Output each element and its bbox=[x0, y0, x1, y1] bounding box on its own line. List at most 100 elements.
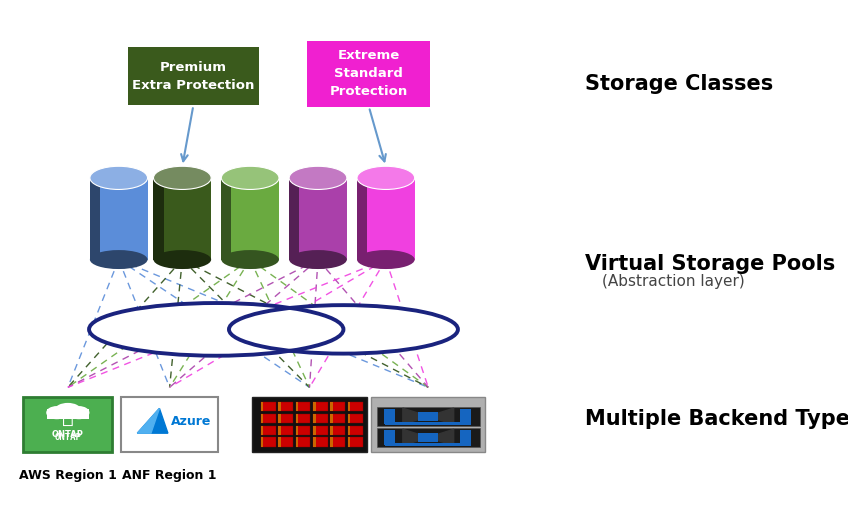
FancyBboxPatch shape bbox=[295, 402, 298, 411]
FancyBboxPatch shape bbox=[261, 426, 276, 435]
FancyBboxPatch shape bbox=[47, 409, 89, 419]
FancyBboxPatch shape bbox=[24, 396, 112, 452]
Polygon shape bbox=[403, 429, 428, 445]
FancyBboxPatch shape bbox=[261, 414, 276, 423]
Text: (Abstraction layer): (Abstraction layer) bbox=[602, 275, 745, 289]
FancyBboxPatch shape bbox=[295, 426, 310, 435]
Ellipse shape bbox=[90, 250, 148, 269]
FancyBboxPatch shape bbox=[384, 430, 395, 445]
FancyBboxPatch shape bbox=[261, 437, 264, 446]
Polygon shape bbox=[137, 408, 159, 433]
Ellipse shape bbox=[289, 167, 347, 190]
Text: Storage Classes: Storage Classes bbox=[585, 74, 773, 94]
FancyBboxPatch shape bbox=[90, 178, 100, 260]
FancyBboxPatch shape bbox=[313, 437, 328, 446]
FancyBboxPatch shape bbox=[261, 402, 264, 411]
FancyBboxPatch shape bbox=[278, 414, 293, 423]
Ellipse shape bbox=[229, 305, 458, 354]
Text: Multiple Backend Types: Multiple Backend Types bbox=[585, 409, 848, 429]
FancyBboxPatch shape bbox=[295, 414, 298, 423]
Text: Extreme
Standard
Protection: Extreme Standard Protection bbox=[330, 50, 408, 98]
FancyBboxPatch shape bbox=[313, 402, 315, 411]
FancyBboxPatch shape bbox=[330, 402, 333, 411]
FancyBboxPatch shape bbox=[313, 414, 328, 423]
FancyBboxPatch shape bbox=[330, 437, 345, 446]
Ellipse shape bbox=[153, 250, 211, 269]
Text: Azure: Azure bbox=[170, 415, 211, 428]
FancyBboxPatch shape bbox=[261, 426, 264, 435]
Text: Virtual Storage Pools: Virtual Storage Pools bbox=[585, 253, 835, 274]
Text: ONTAP: ONTAP bbox=[52, 430, 84, 440]
FancyBboxPatch shape bbox=[377, 428, 480, 446]
FancyBboxPatch shape bbox=[348, 437, 363, 446]
FancyBboxPatch shape bbox=[278, 402, 281, 411]
FancyBboxPatch shape bbox=[153, 178, 164, 260]
FancyBboxPatch shape bbox=[313, 426, 328, 435]
Ellipse shape bbox=[221, 250, 279, 269]
Ellipse shape bbox=[357, 250, 415, 269]
Text: ANF Region 1: ANF Region 1 bbox=[122, 469, 217, 482]
FancyBboxPatch shape bbox=[278, 402, 293, 411]
FancyBboxPatch shape bbox=[253, 396, 366, 452]
FancyBboxPatch shape bbox=[121, 396, 219, 452]
FancyBboxPatch shape bbox=[418, 412, 438, 421]
Text: Premium
Extra Protection: Premium Extra Protection bbox=[132, 61, 254, 92]
FancyBboxPatch shape bbox=[357, 178, 367, 260]
FancyBboxPatch shape bbox=[289, 178, 347, 260]
FancyBboxPatch shape bbox=[313, 426, 315, 435]
FancyBboxPatch shape bbox=[348, 414, 350, 423]
Ellipse shape bbox=[289, 250, 347, 269]
FancyBboxPatch shape bbox=[313, 402, 328, 411]
FancyBboxPatch shape bbox=[460, 430, 471, 445]
Text: AWS Region 1: AWS Region 1 bbox=[19, 469, 117, 482]
Ellipse shape bbox=[89, 303, 343, 356]
FancyBboxPatch shape bbox=[278, 426, 293, 435]
FancyBboxPatch shape bbox=[330, 414, 345, 423]
FancyBboxPatch shape bbox=[348, 414, 363, 423]
FancyBboxPatch shape bbox=[261, 402, 276, 411]
FancyBboxPatch shape bbox=[313, 414, 315, 423]
Polygon shape bbox=[428, 408, 454, 425]
FancyBboxPatch shape bbox=[278, 414, 281, 423]
FancyBboxPatch shape bbox=[278, 437, 293, 446]
Polygon shape bbox=[403, 408, 428, 425]
FancyBboxPatch shape bbox=[295, 402, 310, 411]
Polygon shape bbox=[428, 429, 454, 445]
FancyBboxPatch shape bbox=[128, 47, 259, 105]
Ellipse shape bbox=[357, 167, 415, 190]
FancyBboxPatch shape bbox=[377, 407, 480, 426]
Text: ⛅: ⛅ bbox=[62, 408, 74, 427]
FancyBboxPatch shape bbox=[330, 402, 345, 411]
FancyBboxPatch shape bbox=[295, 437, 298, 446]
FancyBboxPatch shape bbox=[330, 414, 333, 423]
Ellipse shape bbox=[90, 167, 148, 190]
FancyBboxPatch shape bbox=[221, 178, 279, 260]
FancyBboxPatch shape bbox=[385, 443, 471, 446]
FancyBboxPatch shape bbox=[357, 178, 415, 260]
Text: ONTAP: ONTAP bbox=[54, 433, 81, 442]
FancyBboxPatch shape bbox=[384, 409, 395, 424]
FancyBboxPatch shape bbox=[385, 423, 471, 425]
FancyBboxPatch shape bbox=[313, 437, 315, 446]
Polygon shape bbox=[137, 408, 168, 433]
FancyBboxPatch shape bbox=[153, 178, 211, 260]
FancyBboxPatch shape bbox=[348, 426, 350, 435]
FancyBboxPatch shape bbox=[348, 402, 350, 411]
FancyBboxPatch shape bbox=[348, 426, 363, 435]
FancyBboxPatch shape bbox=[348, 437, 350, 446]
FancyBboxPatch shape bbox=[330, 437, 333, 446]
Ellipse shape bbox=[46, 406, 67, 419]
Ellipse shape bbox=[153, 167, 211, 190]
FancyBboxPatch shape bbox=[371, 396, 485, 452]
Ellipse shape bbox=[221, 167, 279, 190]
FancyBboxPatch shape bbox=[295, 414, 310, 423]
FancyBboxPatch shape bbox=[278, 437, 281, 446]
FancyBboxPatch shape bbox=[278, 426, 281, 435]
FancyBboxPatch shape bbox=[330, 426, 345, 435]
FancyBboxPatch shape bbox=[261, 414, 264, 423]
FancyBboxPatch shape bbox=[261, 437, 276, 446]
FancyBboxPatch shape bbox=[90, 178, 148, 260]
FancyBboxPatch shape bbox=[289, 178, 299, 260]
FancyBboxPatch shape bbox=[348, 402, 363, 411]
FancyBboxPatch shape bbox=[295, 437, 310, 446]
